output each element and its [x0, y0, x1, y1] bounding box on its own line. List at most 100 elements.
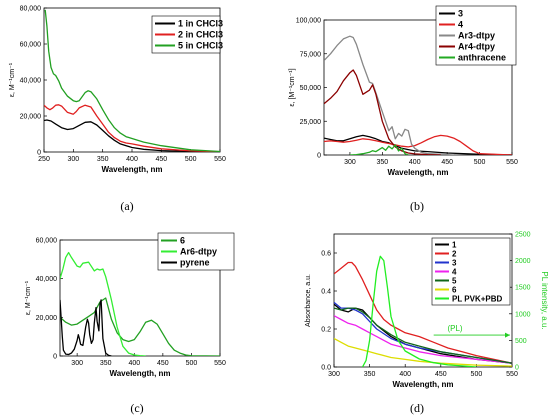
x-axis-label: Wavelength, nm [392, 380, 453, 389]
x-axis-label: Wavelength, nm [387, 168, 448, 177]
x-tick-label: 500 [185, 156, 197, 163]
x-tick-label: 350 [364, 371, 376, 378]
panel-caption: (d) [410, 401, 424, 415]
chart-panel-4: 300 350 400 450 500 5500.00.20.40.60500100015… [305, 232, 549, 416]
x-tick-label: 300 [71, 360, 83, 367]
y-tick-label: 20,000 [20, 114, 42, 121]
legend-label: PL PVK+PBD [452, 295, 503, 304]
y-tick-label: 25,000 [300, 119, 322, 126]
x-tick-label: 350 [377, 159, 389, 166]
legend-label: 2 [452, 250, 457, 259]
y-tick-label: 60,000 [20, 42, 42, 49]
x-tick-label: 400 [409, 159, 421, 166]
y-tick-label: 20,000 [36, 315, 58, 322]
y-tick-label: 80,000 [20, 6, 42, 13]
chart-panel-3: 300 350 400 450 500 550 0 20,000 40,000 60,000 Wav… [25, 232, 235, 415]
y-tick-label: 0 [37, 150, 41, 157]
legend-label: 4 [452, 268, 457, 277]
series-line-5 [349, 144, 409, 155]
legend-label: Ar6-dtpy [180, 247, 217, 257]
legend-label: Ar4-dtpy [458, 42, 495, 52]
series-line-2 [44, 104, 220, 152]
legend-label: 1 [452, 241, 457, 250]
series-line-4 [324, 69, 441, 155]
series-line-2 [60, 251, 146, 356]
y-tick-label: 0 [317, 153, 321, 160]
x-axis-label: Wavelength, nm [109, 369, 170, 378]
y-axis-label: ε, M⁻¹cm⁻¹ [25, 280, 32, 315]
series-line-3 [44, 9, 220, 152]
panel-caption: (c) [130, 401, 143, 415]
y-tick-label: 0.4 [321, 289, 331, 296]
series-line-1 [324, 134, 512, 155]
series-line-1 [44, 119, 220, 152]
y2-tick-label: 1500 [515, 285, 531, 292]
x-tick-label: 500 [471, 371, 483, 378]
series-line-3 [60, 299, 112, 356]
legend-label: 6 [180, 236, 185, 246]
series-line-2 [324, 134, 512, 155]
x-tick-label: 400 [126, 156, 138, 163]
y-tick-label: 60,000 [36, 238, 58, 245]
y-tick-label: 50,000 [300, 85, 322, 92]
annotation-label: (PL) [447, 324, 462, 333]
legend-label: 4 [458, 20, 463, 30]
x-tick-label: 550 [506, 159, 518, 166]
x-tick-label: 400 [128, 360, 140, 367]
y-tick-label: 40,000 [36, 276, 58, 283]
y-axis-label: Absorbance, a.u. [305, 274, 312, 327]
series-line-7 [361, 255, 477, 367]
y-axis-label: ε, [M⁻¹cm⁻¹] [289, 68, 296, 106]
y2-tick-label: 2500 [515, 232, 531, 239]
x-tick-label: 300 [67, 156, 79, 163]
legend-label: anthracene [458, 53, 506, 63]
legend-label: 1 in CHCl3 [178, 19, 223, 29]
x-tick-label: 500 [474, 159, 486, 166]
legend-label: pyrene [180, 258, 210, 268]
y-tick-label: 0 [53, 354, 57, 361]
series-line-5 [334, 307, 512, 364]
series-line-3 [324, 35, 454, 155]
y-tick-label: 40,000 [20, 78, 42, 85]
x-tick-label: 300 [328, 371, 340, 378]
x-tick-label: 450 [157, 360, 169, 367]
x-tick-label: 400 [399, 371, 411, 378]
y-tick-label: 100,000 [296, 18, 321, 25]
plot-frame [333, 233, 513, 368]
y2-tick-label: 500 [515, 338, 527, 345]
legend-label: 5 in CHCl3 [178, 41, 223, 51]
x-tick-label: 250 [38, 156, 50, 163]
series-line-2 [334, 261, 512, 364]
legend-label: 3 [458, 9, 463, 19]
x-tick-label: 550 [214, 156, 226, 163]
series-line-1 [60, 297, 220, 356]
legend-label: 6 [452, 286, 457, 295]
x-axis-label: Wavelength, nm [101, 165, 162, 174]
legend-label: 2 in CHCl3 [178, 30, 223, 40]
y2-tick-label: 1000 [515, 311, 531, 318]
y-axis-label: ε, M⁻¹cm⁻¹ [9, 62, 16, 97]
x-tick-label: 500 [186, 360, 198, 367]
y2-tick-label: 0 [515, 365, 519, 372]
x-tick-label: 450 [155, 156, 167, 163]
legend-label: 5 [452, 277, 457, 286]
chart-panel-1: 250 300 350 400 450 500 550 0 20,000 40,000 60,000… [9, 6, 226, 214]
y2-tick-label: 2000 [515, 258, 531, 265]
x-tick-label: 350 [100, 360, 112, 367]
x-tick-label: 350 [97, 156, 109, 163]
y-tick-label: 75,000 [300, 51, 322, 58]
y2-axis-label: PL intensity, a.u. [540, 271, 549, 329]
legend-label: 3 [452, 259, 457, 268]
legend-label: Ar3-dtpy [458, 31, 495, 41]
y-tick-label: 0.6 [321, 251, 331, 258]
y-tick-label: 0.0 [321, 365, 331, 372]
panel-caption: (b) [410, 199, 424, 213]
x-tick-label: 300 [344, 159, 356, 166]
panel-caption: (a) [120, 199, 133, 213]
y-tick-label: 0.2 [321, 327, 331, 334]
